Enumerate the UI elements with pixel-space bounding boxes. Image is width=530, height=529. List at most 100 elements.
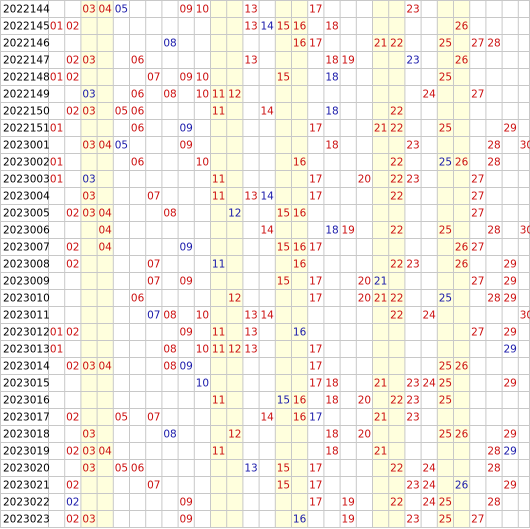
red-number-17: 17	[309, 191, 322, 203]
red-number-18: 18	[325, 55, 338, 67]
red-number-11: 11	[212, 174, 225, 186]
red-number-06: 06	[131, 106, 145, 118]
red-number-25: 25	[439, 38, 452, 50]
red-number-03: 03	[82, 514, 95, 526]
red-number-17: 17	[309, 480, 322, 492]
red-number-24: 24	[423, 497, 437, 509]
red-number-28: 28	[487, 38, 500, 50]
red-number-11: 11	[212, 89, 225, 101]
red-number-23: 23	[406, 514, 419, 526]
red-number-11: 11	[212, 446, 225, 458]
red-number-18: 18	[325, 395, 338, 407]
red-number-14: 14	[261, 412, 275, 424]
red-number-11: 11	[212, 395, 225, 407]
red-number-18: 18	[325, 446, 338, 458]
red-number-13: 13	[244, 4, 257, 16]
red-number-10: 10	[196, 344, 209, 356]
red-number-13: 13	[244, 327, 257, 339]
period-label: 2023014	[3, 361, 50, 373]
red-number-27: 27	[471, 191, 484, 203]
blue-number-03: 03	[82, 174, 95, 186]
red-number-23: 23	[406, 412, 419, 424]
red-number-01: 01	[50, 72, 63, 84]
red-number-02: 02	[66, 480, 79, 492]
red-number-21: 21	[374, 378, 387, 390]
blue-number-11: 11	[212, 259, 225, 271]
period-label: 2023019	[3, 446, 50, 458]
red-number-14: 14	[261, 106, 275, 118]
red-number-03: 03	[82, 446, 95, 458]
red-number-27: 27	[471, 89, 484, 101]
red-number-09: 09	[180, 514, 193, 526]
red-number-08: 08	[163, 310, 176, 322]
red-number-19: 19	[342, 514, 355, 526]
red-number-19: 19	[342, 55, 355, 67]
red-number-01: 01	[50, 327, 63, 339]
blue-number-10: 10	[196, 378, 209, 390]
period-label: 2023015	[3, 378, 50, 390]
red-number-30: 30	[520, 225, 530, 237]
red-number-17: 17	[309, 344, 322, 356]
red-number-12: 12	[228, 293, 241, 305]
period-label: 2023002	[3, 157, 50, 169]
red-number-23: 23	[406, 259, 419, 271]
period-label: 2023017	[3, 412, 50, 424]
red-number-27: 27	[471, 208, 484, 220]
red-number-03: 03	[82, 140, 95, 152]
red-number-13: 13	[244, 310, 257, 322]
period-label: 2023018	[3, 429, 50, 441]
red-number-05: 05	[115, 412, 128, 424]
red-number-05: 05	[115, 106, 128, 118]
red-number-13: 13	[244, 21, 257, 33]
red-number-23: 23	[406, 378, 419, 390]
red-number-12: 12	[228, 344, 241, 356]
red-number-07: 07	[147, 276, 160, 288]
red-number-26: 26	[455, 361, 469, 373]
red-number-21: 21	[374, 412, 387, 424]
period-label: 2022147	[3, 55, 50, 67]
red-number-28: 28	[487, 446, 500, 458]
red-number-09: 09	[180, 72, 193, 84]
highlight-column-26	[453, 0, 470, 527]
blue-number-18: 18	[325, 72, 338, 84]
red-number-16: 16	[293, 242, 307, 254]
red-number-15: 15	[277, 208, 290, 220]
red-number-06: 06	[131, 55, 145, 67]
red-number-07: 07	[147, 191, 160, 203]
red-number-24: 24	[423, 310, 437, 322]
red-number-22: 22	[390, 259, 403, 271]
red-number-13: 13	[244, 55, 257, 67]
blue-number-29: 29	[504, 446, 517, 458]
red-number-20: 20	[358, 429, 371, 441]
red-number-23: 23	[406, 174, 419, 186]
red-number-21: 21	[374, 38, 387, 50]
red-number-23: 23	[406, 395, 419, 407]
red-number-23: 23	[406, 4, 419, 16]
red-number-04: 04	[99, 4, 113, 16]
period-label: 2023021	[3, 480, 50, 492]
red-number-29: 29	[504, 480, 517, 492]
red-number-05: 05	[115, 463, 128, 475]
red-number-03: 03	[82, 208, 95, 220]
blue-number-16: 16	[293, 514, 307, 526]
red-number-02: 02	[66, 446, 79, 458]
blue-number-29: 29	[504, 344, 517, 356]
red-number-17: 17	[309, 276, 322, 288]
red-number-04: 04	[99, 208, 113, 220]
red-number-27: 27	[471, 242, 484, 254]
red-number-17: 17	[309, 463, 322, 475]
highlight-column-12	[226, 0, 243, 527]
red-number-08: 08	[163, 361, 176, 373]
highlight-column-25	[437, 0, 454, 527]
red-number-17: 17	[309, 123, 322, 135]
red-number-17: 17	[309, 497, 322, 509]
red-number-26: 26	[455, 259, 469, 271]
red-number-06: 06	[131, 89, 145, 101]
red-number-17: 17	[309, 378, 322, 390]
blue-number-15: 15	[277, 395, 290, 407]
red-number-19: 19	[342, 225, 355, 237]
red-number-06: 06	[131, 123, 145, 135]
red-number-25: 25	[439, 72, 452, 84]
red-number-26: 26	[455, 157, 469, 169]
red-number-25: 25	[439, 395, 452, 407]
